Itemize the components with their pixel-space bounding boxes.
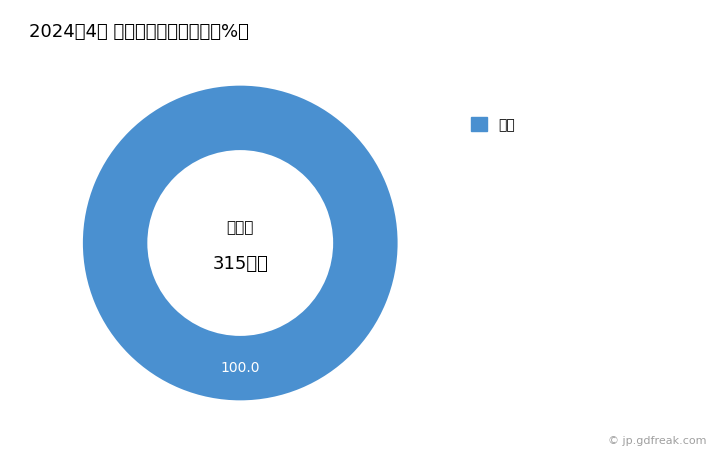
Text: © jp.gdfreak.com: © jp.gdfreak.com bbox=[608, 436, 706, 446]
Text: 100.0: 100.0 bbox=[221, 361, 260, 375]
Text: 315万円: 315万円 bbox=[213, 255, 268, 273]
Wedge shape bbox=[82, 85, 399, 401]
Text: 2024年4月 輸出相手国のシェア（%）: 2024年4月 輸出相手国のシェア（%） bbox=[29, 22, 249, 40]
Text: 総　額: 総 額 bbox=[226, 220, 254, 234]
Legend: 韓国: 韓国 bbox=[465, 111, 521, 137]
